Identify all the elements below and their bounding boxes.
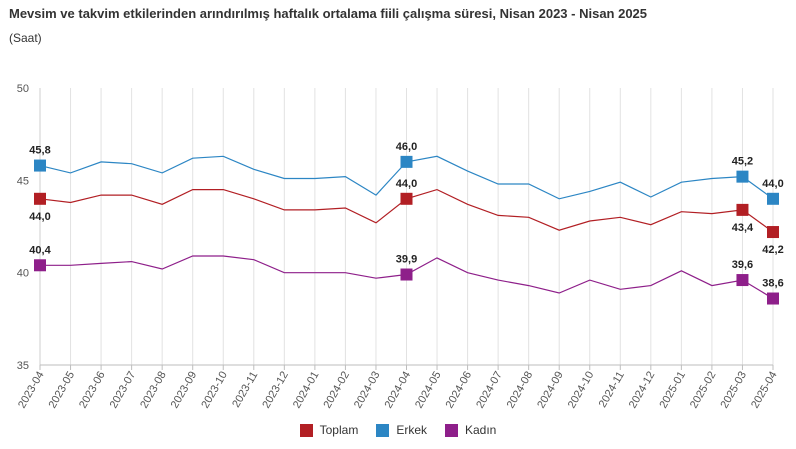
chart-title: Mevsim ve takvim etkilerinden arındırılm… bbox=[9, 6, 648, 21]
y-tick-label: 35 bbox=[17, 360, 29, 372]
marker-toplam bbox=[400, 192, 413, 205]
marker-erkek bbox=[767, 192, 779, 205]
marker-erkek bbox=[400, 155, 413, 168]
marker-kadin bbox=[736, 274, 749, 287]
data-label-erkek: 45,2 bbox=[732, 156, 753, 168]
y-tick-label: 45 bbox=[17, 175, 29, 187]
data-label-erkek: 46,0 bbox=[396, 141, 417, 153]
y-tick-label: 50 bbox=[17, 83, 29, 95]
y-tick-label: 40 bbox=[17, 268, 29, 280]
x-tick-label: 2023-08 bbox=[138, 370, 169, 411]
data-label-erkek: 44,0 bbox=[762, 178, 783, 190]
legend-label-kadin: Kadın bbox=[465, 423, 497, 437]
legend-label-erkek: Erkek bbox=[396, 423, 427, 437]
x-tick-label: 2023-11 bbox=[230, 370, 260, 410]
x-tick-label: 2024-01 bbox=[291, 370, 322, 411]
data-label-toplam: 44,0 bbox=[29, 211, 50, 223]
marker-erkek bbox=[736, 170, 749, 183]
legend-swatch-kadin bbox=[445, 423, 458, 437]
x-tick-label: 2023-07 bbox=[108, 370, 139, 411]
x-tick-label: 2024-12 bbox=[627, 370, 658, 411]
x-tick-label: 2024-08 bbox=[505, 370, 536, 411]
marker-kadin bbox=[34, 259, 46, 272]
x-tick-label: 2025-02 bbox=[688, 370, 719, 411]
x-tick-label: 2023-10 bbox=[199, 370, 230, 411]
x-tick-label: 2025-04 bbox=[749, 370, 780, 411]
x-tick-label: 2024-03 bbox=[352, 370, 383, 411]
x-tick-label: 2024-07 bbox=[474, 370, 505, 411]
legend-swatch-erkek bbox=[376, 423, 390, 437]
legend-item-erkek[interactable]: Erkek bbox=[376, 423, 427, 437]
marker-toplam bbox=[767, 226, 779, 239]
x-tick-label: 2024-04 bbox=[383, 370, 414, 411]
legend-swatch-toplam bbox=[299, 423, 313, 437]
x-tick-label: 2025-03 bbox=[718, 370, 749, 411]
legend-item-toplam[interactable]: Toplam bbox=[299, 423, 359, 437]
x-tick-label: 2023-12 bbox=[260, 370, 291, 411]
x-tick-label: 2024-11 bbox=[597, 370, 627, 410]
x-tick-label: 2024-05 bbox=[413, 370, 444, 411]
data-label-kadin: 39,9 bbox=[396, 254, 417, 266]
data-label-toplam: 44,0 bbox=[396, 178, 417, 190]
marker-toplam bbox=[736, 203, 749, 216]
data-label-toplam: 43,4 bbox=[732, 222, 754, 234]
marker-kadin bbox=[767, 292, 779, 305]
marker-toplam bbox=[34, 192, 46, 205]
x-tick-label: 2023-05 bbox=[47, 370, 78, 411]
x-tick-label: 2023-04 bbox=[16, 370, 47, 411]
data-label-erkek: 45,8 bbox=[29, 145, 50, 157]
x-tick-label: 2025-01 bbox=[657, 370, 688, 411]
x-tick-label: 2024-09 bbox=[535, 370, 566, 411]
data-label-kadin: 38,6 bbox=[762, 278, 783, 290]
x-tick-label: 2023-06 bbox=[77, 370, 108, 411]
legend-label-toplam: Toplam bbox=[319, 423, 359, 437]
x-tick-label: 2024-02 bbox=[321, 370, 352, 411]
marker-kadin bbox=[400, 268, 413, 281]
legend: Toplam Erkek Kadın bbox=[0, 423, 796, 437]
data-label-toplam: 42,2 bbox=[762, 244, 783, 256]
x-tick-label: 2024-06 bbox=[444, 370, 475, 411]
chart-subtitle: (Saat) bbox=[9, 31, 42, 45]
legend-item-kadin[interactable]: Kadın bbox=[445, 423, 496, 437]
x-tick-label: 2024-10 bbox=[566, 370, 597, 411]
marker-erkek bbox=[34, 159, 46, 172]
data-label-kadin: 40,4 bbox=[29, 244, 51, 256]
data-label-kadin: 39,6 bbox=[732, 259, 753, 271]
x-tick-label: 2023-09 bbox=[169, 370, 200, 411]
